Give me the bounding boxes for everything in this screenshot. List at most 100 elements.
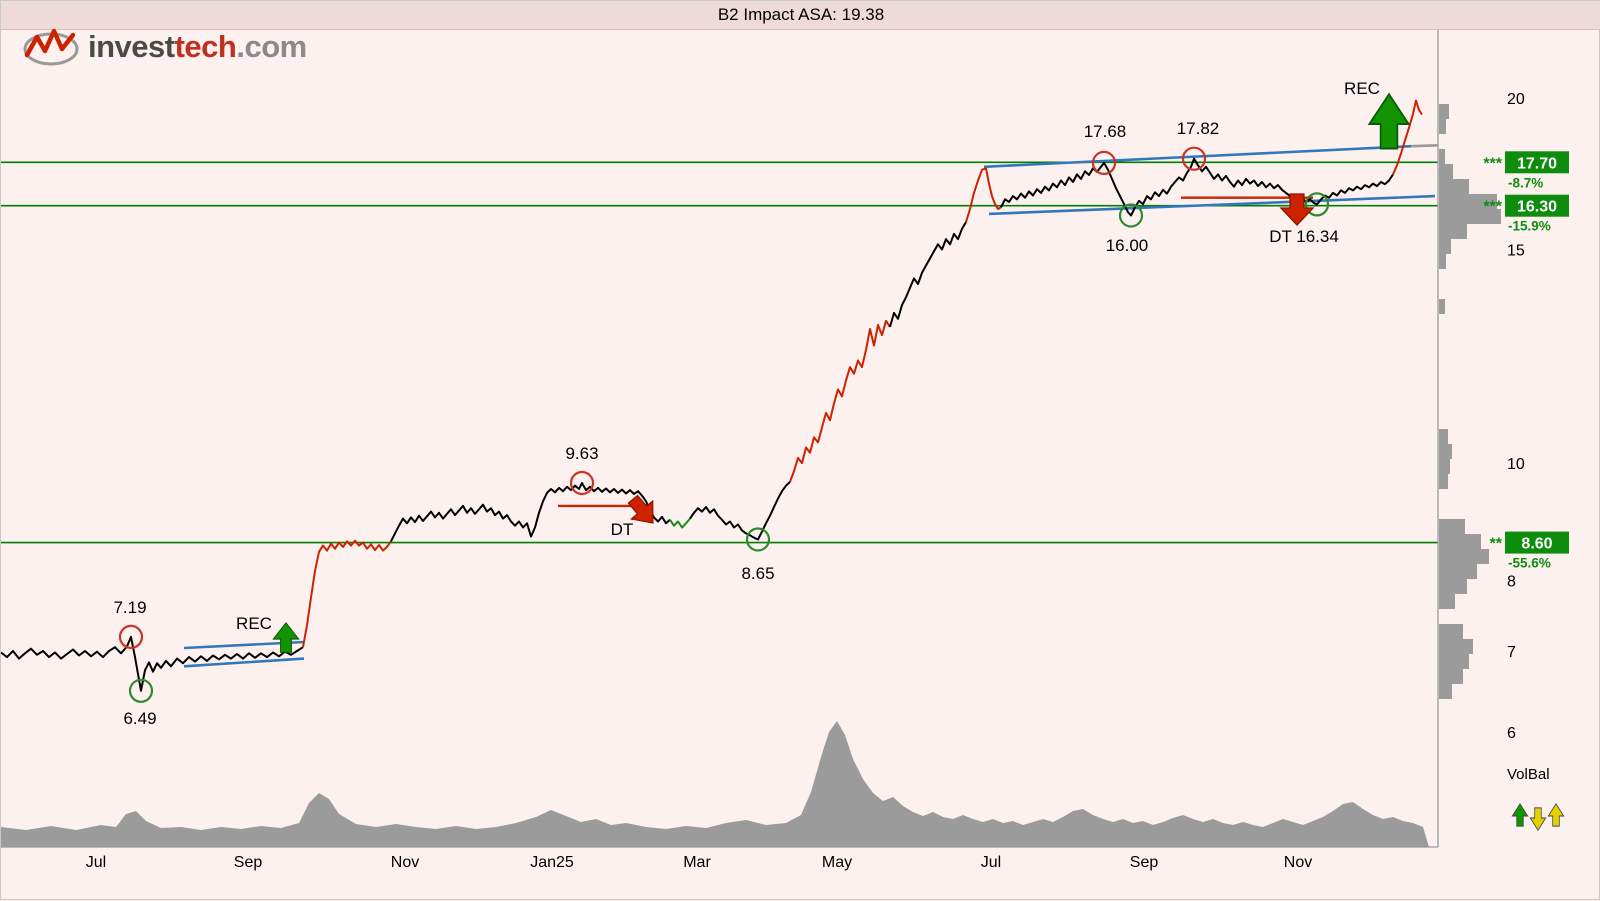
x-tick-label: Nov bbox=[1284, 854, 1312, 871]
x-tick-label: Nov bbox=[391, 854, 419, 871]
stars-label: *** bbox=[1483, 155, 1502, 172]
volume-profile-bar bbox=[1439, 534, 1481, 549]
annotations: 7.19 6.49 REC 9.63 DT 8.65 17.68 17.82 16.00 DT 1… bbox=[113, 79, 1380, 728]
volbal-yellow-down-arrow-icon bbox=[1529, 807, 1547, 832]
trendline bbox=[1410, 144, 1439, 148]
trendline bbox=[988, 194, 1436, 216]
investtech-logo: investtech.com bbox=[23, 25, 307, 69]
rec-arrow-1-icon bbox=[272, 621, 300, 653]
volume-profile-bar bbox=[1439, 224, 1467, 239]
annotation-label: 17.68 bbox=[1084, 122, 1127, 141]
price-segment bbox=[965, 167, 1002, 223]
logo-com: .com bbox=[236, 29, 307, 64]
volbal-label: VolBal bbox=[1507, 766, 1550, 783]
volume-profile-bar bbox=[1439, 519, 1465, 534]
dt-arrow-2-icon bbox=[1279, 193, 1315, 226]
level-percent-label: -55.6% bbox=[1508, 556, 1551, 571]
x-tick-label: Sep bbox=[1130, 854, 1159, 871]
axes: 20 15 10 8 7 6 Jul Sep Nov Jan25 Mar May Jul Sep Nov bbox=[1, 29, 1525, 871]
price-segment bbox=[390, 482, 671, 542]
volume-profile-bar bbox=[1439, 594, 1455, 609]
price-line bbox=[1, 99, 1423, 692]
logo-tech: tech bbox=[174, 29, 237, 64]
volume-profile-bar bbox=[1439, 639, 1473, 654]
volume-profile-bar bbox=[1439, 164, 1453, 179]
price-segment bbox=[789, 319, 891, 483]
volume-profile-bar bbox=[1439, 119, 1446, 134]
volbal-yellow-up-arrow-icon bbox=[1547, 802, 1565, 827]
trendlines bbox=[183, 144, 1439, 668]
volume-profile-bar bbox=[1439, 624, 1463, 639]
volume-by-price bbox=[1439, 104, 1501, 699]
annotation-label: 9.63 bbox=[565, 444, 598, 463]
volume-profile-bar bbox=[1439, 104, 1449, 119]
volume-profile-bar bbox=[1439, 254, 1446, 269]
level-price-label: 17.70 bbox=[1517, 155, 1557, 172]
y-tick-label: 10 bbox=[1507, 456, 1525, 473]
x-tick-label: Sep bbox=[234, 854, 263, 871]
title-bar: B2 Impact ASA: 19.38 bbox=[1, 1, 1600, 30]
logo-text: investtech.com bbox=[88, 29, 307, 65]
extreme-markers bbox=[118, 146, 1330, 703]
annotation-label: REC bbox=[1344, 79, 1380, 98]
volume-profile-bar bbox=[1439, 549, 1489, 564]
price-segment bbox=[1392, 99, 1423, 175]
price-segment bbox=[302, 539, 392, 648]
top-marker-circle bbox=[569, 470, 595, 496]
x-tick-label: Mar bbox=[683, 854, 711, 871]
trendline bbox=[983, 144, 1412, 169]
level-badge bbox=[1505, 151, 1569, 174]
y-tick-label: 15 bbox=[1507, 243, 1525, 260]
price-segment bbox=[1000, 157, 1394, 217]
x-tick-label: Jul bbox=[981, 854, 1001, 871]
level-badge bbox=[1505, 531, 1569, 554]
dt-arrow-1-icon bbox=[627, 494, 654, 524]
annotation-label: DT 16.34 bbox=[1269, 227, 1339, 246]
bottom-marker-circle bbox=[745, 527, 771, 552]
volume-profile-bar bbox=[1439, 239, 1451, 254]
volume-profile-bar bbox=[1439, 149, 1445, 164]
level-price-label: 16.30 bbox=[1517, 199, 1557, 216]
level-badges: *** 17.70 -8.7% *** 16.30 -15.9% ** 8.60 -55.6% bbox=[1483, 151, 1569, 571]
annotation-label: 8.65 bbox=[741, 564, 774, 583]
volbal: VolBal bbox=[1507, 766, 1565, 832]
x-tick-label: Jul bbox=[86, 854, 106, 871]
volume-profile-bar bbox=[1439, 474, 1448, 489]
chart-title: B2 Impact ASA: 19.38 bbox=[717, 5, 885, 24]
price-segment bbox=[889, 221, 967, 328]
volume-profile-bar bbox=[1439, 564, 1477, 579]
bottom-marker-circle bbox=[1304, 192, 1330, 217]
bottom-marker-circle bbox=[128, 678, 154, 703]
volbal-green-up-arrow-icon bbox=[1511, 802, 1529, 827]
volume-profile-bar bbox=[1439, 684, 1452, 699]
logo-invest: invest bbox=[88, 29, 175, 64]
price-segment bbox=[689, 481, 791, 541]
rec-arrow-2-icon bbox=[1367, 92, 1411, 150]
volume-silhouette bbox=[1, 721, 1429, 847]
x-tick-label: Jan25 bbox=[530, 854, 574, 871]
volume-profile-bar bbox=[1439, 669, 1463, 684]
level-price-label: 8.60 bbox=[1521, 536, 1552, 553]
support-resistance-lines bbox=[1, 161, 1438, 544]
level-badge bbox=[1505, 194, 1569, 217]
volume-profile-bar bbox=[1439, 444, 1452, 459]
y-tick-label: 7 bbox=[1507, 644, 1516, 661]
annotation-label: 17.82 bbox=[1177, 119, 1220, 138]
x-tick-label: May bbox=[822, 854, 852, 871]
pattern-lines bbox=[558, 196, 1313, 508]
volume-profile-bar bbox=[1439, 179, 1469, 194]
volume-profile-bar bbox=[1439, 209, 1501, 224]
volume-profile-bar bbox=[1439, 429, 1448, 444]
volume-profile-bar bbox=[1439, 459, 1450, 474]
bottom-marker-circle bbox=[1118, 203, 1144, 228]
level-percent-label: -15.9% bbox=[1508, 219, 1551, 234]
y-tick-label: 20 bbox=[1507, 91, 1525, 108]
volume-area bbox=[1, 721, 1429, 847]
top-marker-circle bbox=[118, 624, 144, 650]
price-segment bbox=[1, 635, 304, 692]
price-segment bbox=[669, 517, 691, 529]
annotation-label: REC bbox=[236, 614, 272, 633]
level-percent-label: -8.7% bbox=[1508, 175, 1543, 190]
stars-label: *** bbox=[1483, 199, 1502, 216]
